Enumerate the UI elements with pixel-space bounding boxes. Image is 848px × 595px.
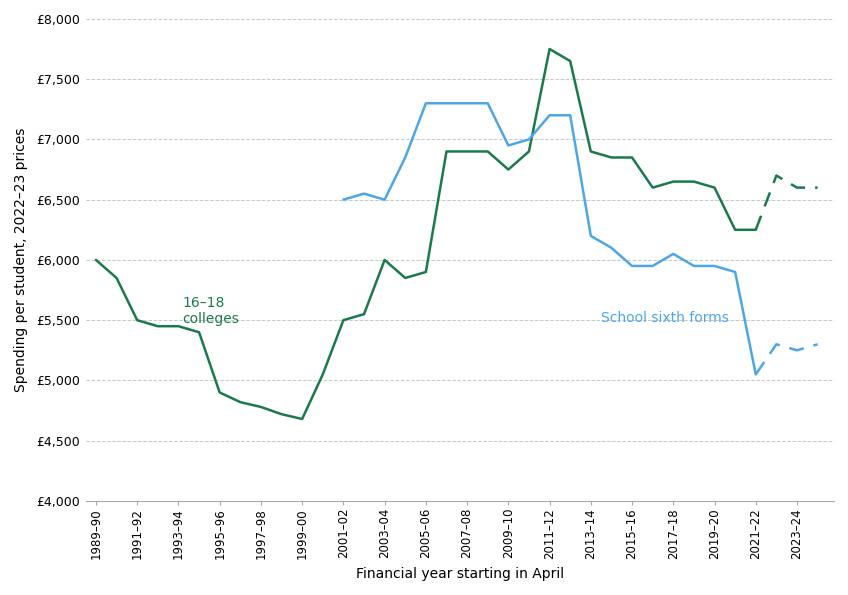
Y-axis label: Spending per student, 2022–23 prices: Spending per student, 2022–23 prices: [14, 128, 28, 392]
X-axis label: Financial year starting in April: Financial year starting in April: [356, 567, 564, 581]
Text: School sixth forms: School sixth forms: [601, 311, 729, 324]
Text: 16–18
colleges: 16–18 colleges: [182, 296, 239, 326]
